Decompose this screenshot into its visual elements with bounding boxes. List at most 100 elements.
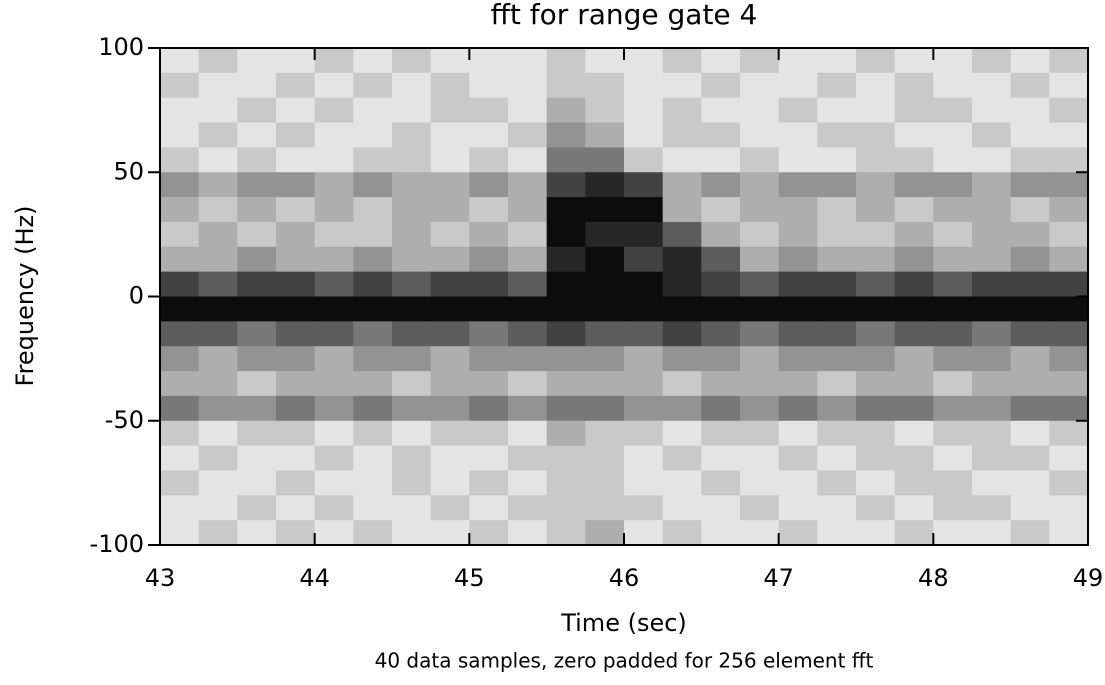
cell	[624, 346, 664, 372]
cell	[778, 221, 818, 248]
cell	[778, 346, 818, 372]
cell	[662, 395, 702, 422]
cell	[894, 172, 934, 198]
x-axis-label: Time (sec)	[560, 609, 687, 637]
cell	[778, 495, 818, 521]
cell	[508, 271, 548, 297]
cell	[276, 296, 316, 322]
cell	[469, 420, 509, 447]
cell	[1010, 495, 1050, 521]
cell	[817, 147, 857, 173]
cell	[778, 172, 818, 198]
y-tick-label: 0	[129, 282, 144, 310]
cell	[314, 470, 354, 496]
cell	[508, 371, 548, 397]
cell	[314, 420, 354, 447]
cell	[740, 296, 780, 322]
cell	[817, 246, 857, 273]
cell	[856, 371, 896, 397]
cell	[237, 395, 277, 422]
cell	[198, 395, 238, 422]
cell	[933, 470, 973, 496]
cell	[508, 321, 548, 347]
cell	[740, 122, 780, 148]
cell	[469, 470, 509, 496]
cell	[353, 495, 393, 521]
cell	[392, 495, 432, 521]
cell	[894, 97, 934, 124]
cell	[430, 420, 470, 447]
cell	[972, 172, 1012, 198]
cell	[972, 395, 1012, 422]
cell	[933, 122, 973, 148]
cell	[778, 445, 818, 471]
cell	[740, 147, 780, 173]
cell	[198, 172, 238, 198]
cell	[276, 445, 316, 471]
cell	[894, 296, 934, 322]
cell	[972, 48, 1012, 74]
cell	[276, 495, 316, 521]
cell	[392, 172, 432, 198]
cell	[740, 470, 780, 496]
cell	[1010, 395, 1050, 422]
cell	[430, 296, 470, 322]
cell	[353, 520, 393, 546]
cell	[662, 520, 702, 546]
cell	[778, 296, 818, 322]
cell	[856, 445, 896, 471]
cell	[508, 520, 548, 546]
cell	[701, 445, 741, 471]
cell	[353, 147, 393, 173]
cell	[585, 495, 625, 521]
cell	[160, 221, 200, 248]
cell	[546, 122, 586, 148]
cell	[740, 371, 780, 397]
cell	[662, 420, 702, 447]
cell	[740, 271, 780, 297]
cell	[276, 172, 316, 198]
cell	[546, 520, 586, 546]
cell	[740, 420, 780, 447]
cell	[508, 72, 548, 99]
cell	[469, 495, 509, 521]
cell	[972, 371, 1012, 397]
cell	[276, 122, 316, 148]
cell	[1010, 221, 1050, 248]
cell	[856, 172, 896, 198]
cell	[933, 172, 973, 198]
cell	[740, 197, 780, 223]
cell	[430, 346, 470, 372]
cell	[1010, 172, 1050, 198]
cell	[624, 122, 664, 148]
cell	[701, 470, 741, 496]
cell	[585, 147, 625, 173]
cell	[469, 97, 509, 124]
cell	[546, 445, 586, 471]
cell	[237, 122, 277, 148]
cell	[1010, 48, 1050, 74]
cell	[469, 246, 509, 273]
cell	[701, 520, 741, 546]
cell	[585, 395, 625, 422]
cell	[972, 420, 1012, 447]
cell	[160, 246, 200, 273]
y-tick-label: 100	[98, 33, 144, 61]
cell	[1049, 395, 1089, 422]
cell	[662, 445, 702, 471]
cell	[1010, 445, 1050, 471]
cell	[1049, 48, 1089, 74]
cell	[894, 72, 934, 99]
cell	[701, 495, 741, 521]
cell	[198, 321, 238, 347]
cell	[430, 520, 470, 546]
cell	[1049, 420, 1089, 447]
cell	[778, 48, 818, 74]
cell	[546, 97, 586, 124]
cell	[198, 271, 238, 297]
cell	[276, 346, 316, 372]
cell	[585, 246, 625, 273]
cell	[662, 495, 702, 521]
cell	[392, 470, 432, 496]
